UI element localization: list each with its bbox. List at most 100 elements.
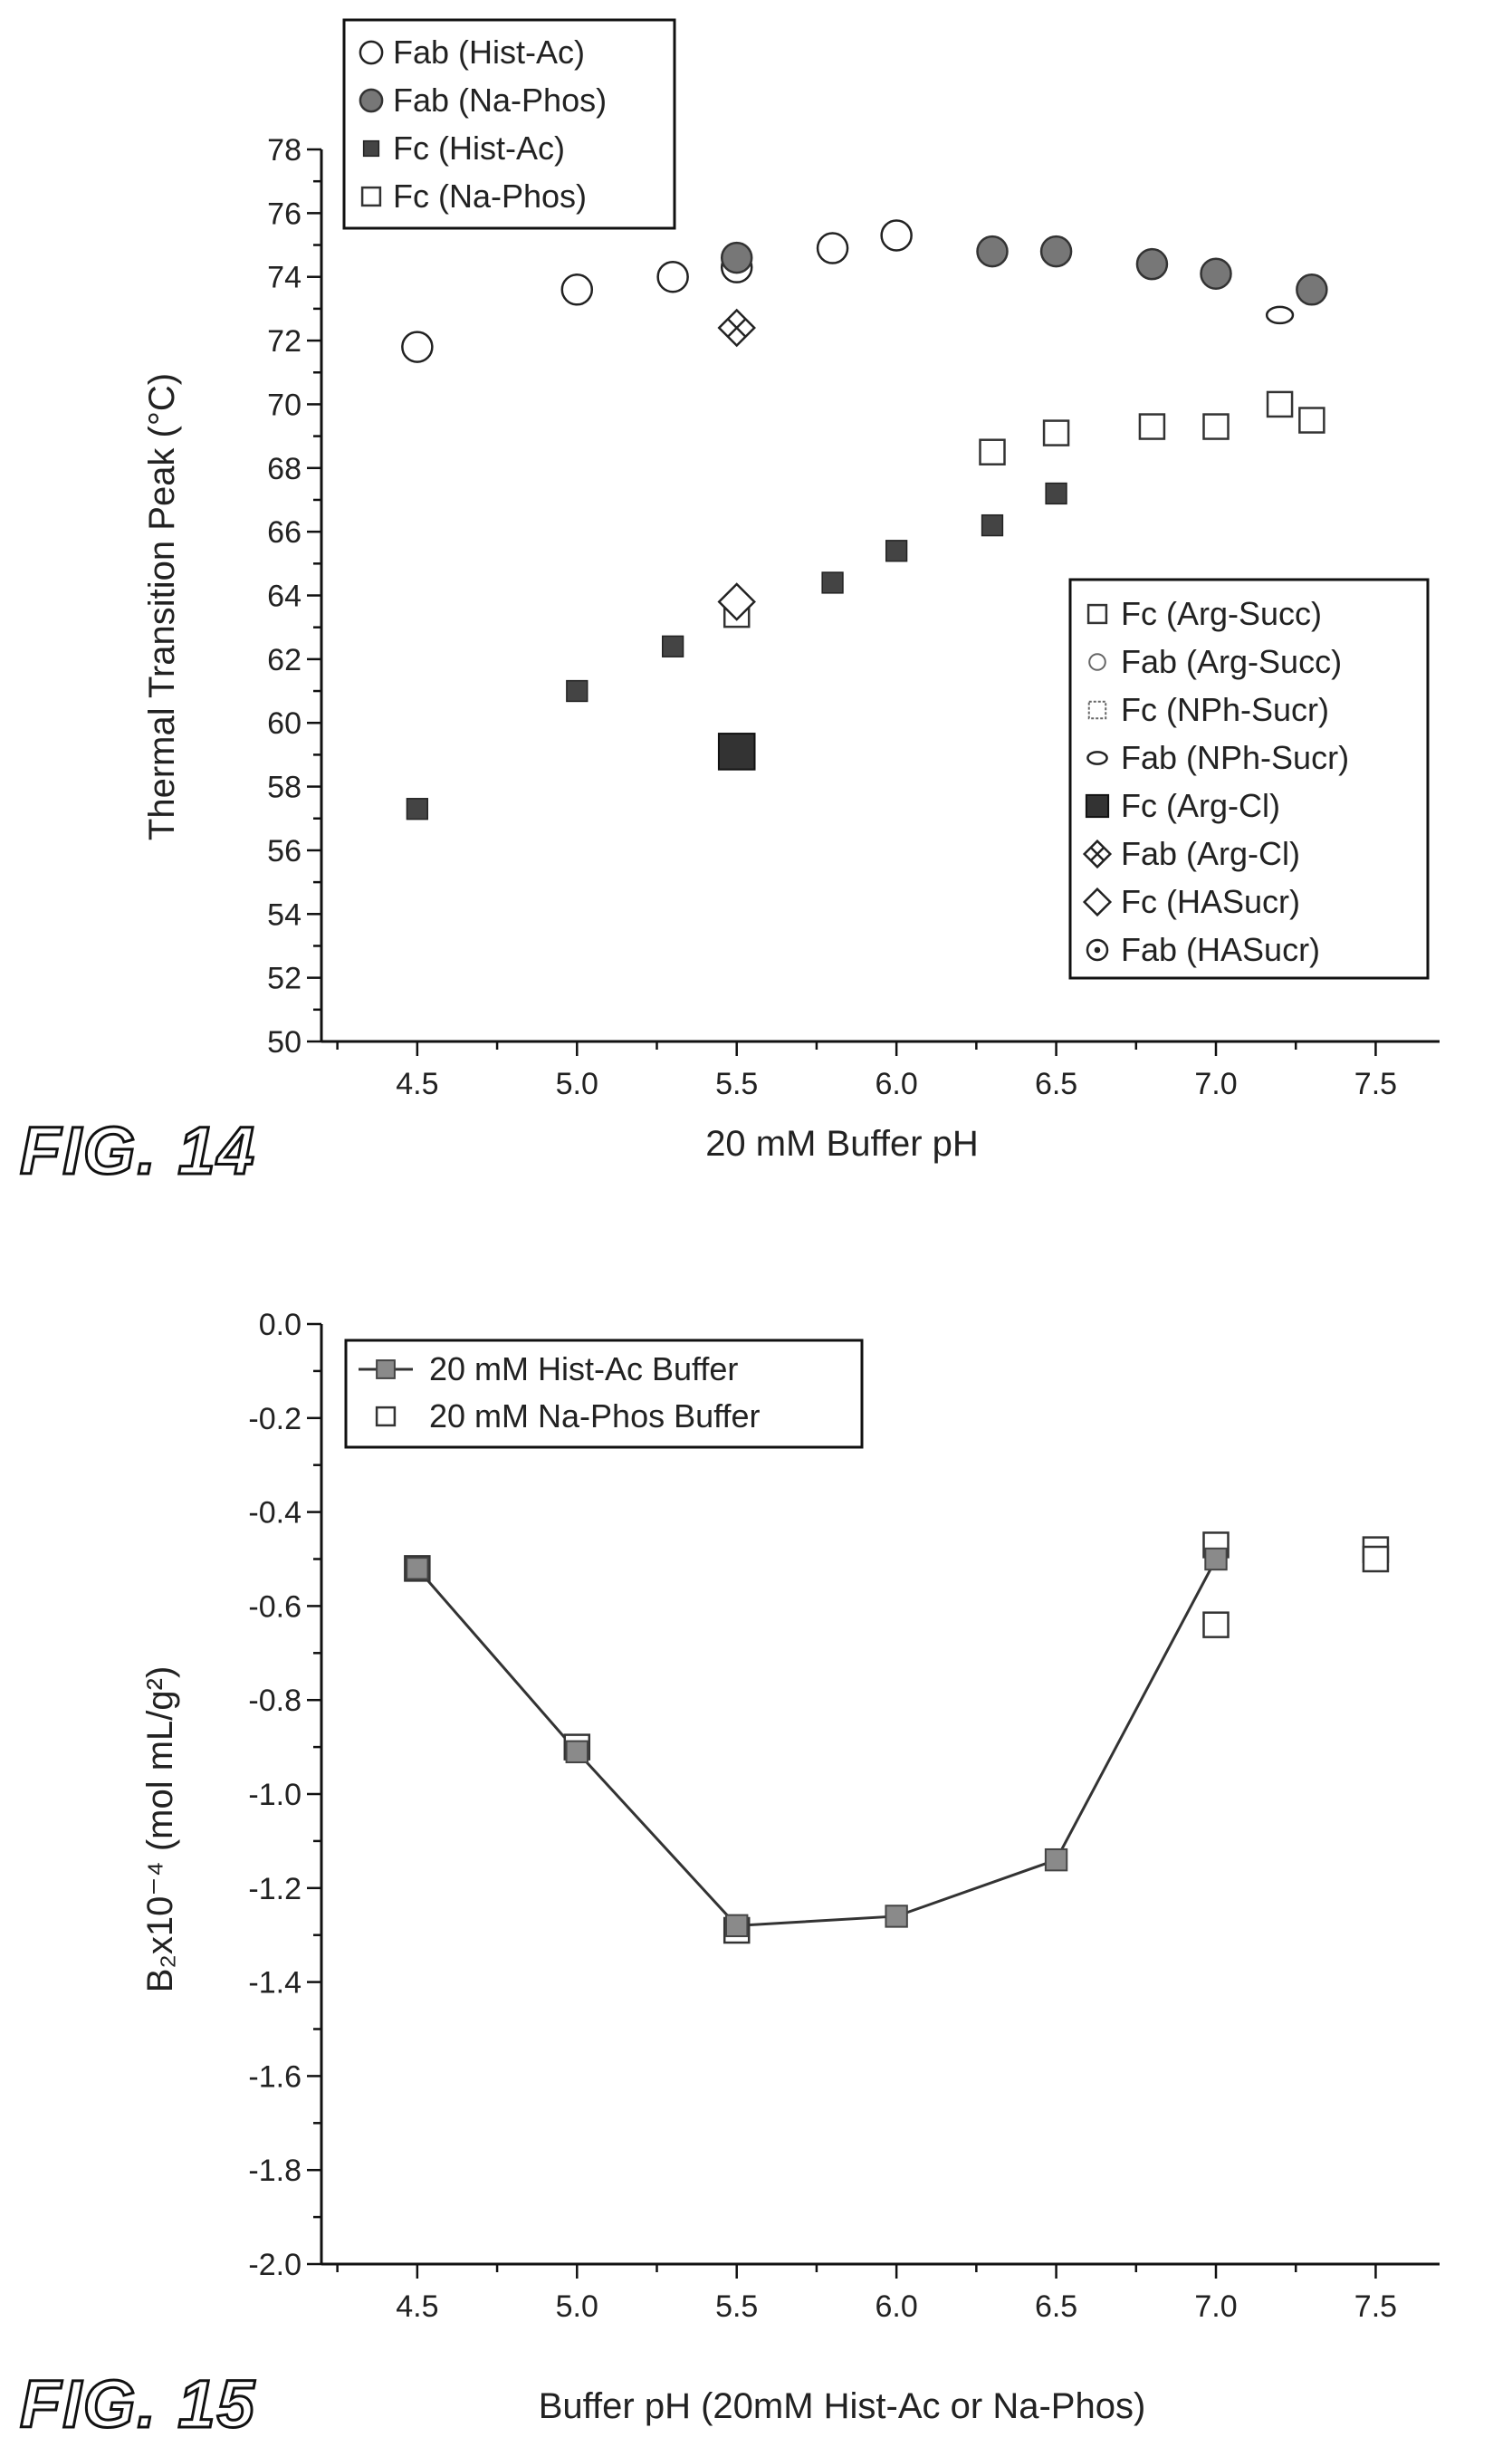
fig14-legend-item-fc-hist-ac: Fc (Hist-Ac) bbox=[362, 130, 565, 167]
fig14-legend-marker bbox=[359, 40, 384, 65]
fig14-y-tick-label: 60 bbox=[267, 706, 301, 741]
fig15-point bbox=[1204, 1547, 1228, 1571]
fig14-series-fab-nph-sucr bbox=[1265, 305, 1295, 325]
fig14-legend-item-fc-na-phos: Fc (Na-Phos) bbox=[360, 178, 587, 215]
fig14-legend-item-fc-arg-succ: Fc (Arg-Succ) bbox=[1086, 595, 1322, 632]
fig14-legend-item-fab-arg-cl: Fab (Arg-Cl) bbox=[1082, 835, 1300, 872]
fig14-series-fab-hist-ac bbox=[401, 219, 913, 363]
fig14-legend-marker bbox=[1086, 938, 1109, 962]
fig14-point bbox=[1045, 482, 1067, 505]
fig14-legend-label: Fab (Arg-Succ) bbox=[1121, 643, 1342, 680]
fig14-point bbox=[401, 331, 434, 363]
fig14-chart-svg: 4.5 5.0 5.5 6.0 6.5 7.0 7.5 50 52 54 56 58 60 62 64 66 6… bbox=[19, 18, 1440, 1190]
fig15-series-line-20-mm-hist-ac-buffer bbox=[416, 1558, 1218, 1927]
fig14-legend-marker bbox=[1082, 839, 1113, 869]
fig15-series-20-mm-na-phos-buffer bbox=[404, 1531, 1390, 1944]
fig14-legend-item-fc-nph-sucr: Fc (NPh-Sucr) bbox=[1087, 691, 1329, 728]
fig14-point bbox=[656, 260, 689, 293]
fig15-series-20-mm-hist-ac-buffer bbox=[406, 1547, 1228, 1938]
fig14-point bbox=[661, 635, 684, 657]
fig14-y-tick-label: 68 bbox=[267, 452, 301, 486]
fig14-series-fab-na-phos bbox=[720, 235, 1328, 306]
fig14-point bbox=[406, 798, 429, 820]
fig15-x-tick-label: 4.5 bbox=[396, 2289, 438, 2324]
figure-15: 4.5 5.0 5.5 6.0 6.5 7.0 7.5 0.0 -0.2 -0.4 -0.6 -0.8… bbox=[0, 1250, 1512, 2447]
fig14-y-tick-label: 54 bbox=[267, 897, 301, 932]
fig15-x-tick-label: 5.0 bbox=[556, 2289, 598, 2324]
fig14-point bbox=[1202, 413, 1230, 440]
fig14-y-tick-label: 56 bbox=[267, 834, 301, 868]
fig14-y-tick-label: 74 bbox=[267, 261, 301, 295]
fig14-legend-marker bbox=[1086, 603, 1108, 625]
fig15-label: FIG. 15 bbox=[20, 2366, 256, 2442]
fig14-legend-box bbox=[342, 18, 676, 230]
fig14-legend-label: Fc (Arg-Cl) bbox=[1121, 787, 1280, 824]
fig15-point bbox=[565, 1740, 589, 1763]
fig15-point bbox=[885, 1905, 908, 1928]
fig14-point bbox=[821, 571, 844, 594]
fig14-y-tick-label: 78 bbox=[267, 133, 301, 168]
fig14-y-tick-label: 58 bbox=[267, 771, 301, 805]
fig14-legend-label: Fc (NPh-Sucr) bbox=[1121, 691, 1329, 728]
fig14-x-tick-label: 7.5 bbox=[1354, 1067, 1397, 1101]
fig15-y-tick-label: -0.2 bbox=[248, 1402, 301, 1436]
fig14-x-tick-label: 6.0 bbox=[876, 1067, 918, 1101]
fig14-point bbox=[816, 232, 849, 264]
fig15-legend-label: 20 mM Na-Phos Buffer bbox=[429, 1397, 760, 1435]
fig14-y-tick-label: 50 bbox=[267, 1025, 301, 1060]
fig15-x-tick-label: 6.5 bbox=[1035, 2289, 1077, 2324]
fig14-legend-marker bbox=[1088, 653, 1106, 671]
fig14-legend-marker bbox=[360, 186, 382, 207]
fig14-series-fc-arg-succ bbox=[1266, 390, 1294, 418]
fig14-legend-marker bbox=[359, 88, 384, 113]
fig14-point bbox=[885, 540, 908, 562]
fig14-legend-label: Fab (Arg-Cl) bbox=[1121, 835, 1300, 872]
fig14-point bbox=[979, 438, 1006, 465]
fig15-y-tick-label: -2.0 bbox=[248, 2248, 301, 2282]
fig14-point bbox=[1265, 305, 1295, 325]
fig15-y-tick-label: -1.6 bbox=[248, 2059, 301, 2094]
fig14-legend-item-fab-nph-sucr: Fab (NPh-Sucr) bbox=[1086, 739, 1349, 776]
fig14-legend-marker bbox=[1085, 793, 1110, 819]
fig14-legend-label: Fab (Na-Phos) bbox=[393, 82, 607, 119]
fig14-legend-marker bbox=[1086, 751, 1108, 765]
fig15-point bbox=[1362, 1545, 1390, 1573]
fig14-legend-item-fab-na-phos: Fab (Na-Phos) bbox=[359, 82, 607, 119]
fig15-legend-marker bbox=[376, 1359, 396, 1379]
fig14-legend-label: Fc (Na-Phos) bbox=[393, 178, 587, 215]
fig14-point bbox=[1135, 247, 1169, 281]
fig14-x-tick-label: 7.0 bbox=[1194, 1067, 1237, 1101]
fig15-x-tick-label: 6.0 bbox=[876, 2289, 918, 2324]
fig15-y-tick-label: -0.6 bbox=[248, 1589, 301, 1624]
fig14-legend-label: Fc (Hist-Ac) bbox=[393, 130, 565, 167]
fig14-legend-item-fc-hasucr: Fc (HASucr) bbox=[1082, 883, 1300, 920]
fig14-y-tick-label: 62 bbox=[267, 643, 301, 677]
fig14-point bbox=[717, 308, 756, 348]
fig14-legend-marker bbox=[362, 139, 380, 158]
fig14-legend-label: Fab (Hist-Ac) bbox=[393, 34, 585, 71]
fig15-x-tick-label: 7.5 bbox=[1354, 2289, 1397, 2324]
fig15-point bbox=[406, 1557, 429, 1580]
fig15-legend-marker bbox=[375, 1406, 397, 1427]
fig14-x-axis-title: 20 mM Buffer pH bbox=[705, 1124, 979, 1164]
fig15-legend-item-20-mm-na-phos-buffer: 20 mM Na-Phos Buffer bbox=[375, 1397, 760, 1435]
fig14-y-tick-label: 72 bbox=[267, 324, 301, 359]
fig14-point bbox=[717, 582, 756, 621]
fig14-legend-label: Fab (NPh-Sucr) bbox=[1121, 739, 1349, 776]
fig14-series-fc-hist-ac bbox=[406, 482, 1067, 820]
fig15-y-tick-label: -0.4 bbox=[248, 1496, 301, 1531]
fig14-point bbox=[1138, 413, 1166, 440]
fig14-x-tick-label: 5.0 bbox=[556, 1067, 598, 1101]
fig14-x-tick-label: 4.5 bbox=[396, 1067, 438, 1101]
fig15-x-axis-title: Buffer pH (20mM Hist-Ac or Na-Phos) bbox=[539, 2386, 1146, 2426]
fig15-y-axis-title: B₂x10⁻⁴ (mol mL/g²) bbox=[140, 1666, 180, 1993]
fig14-point bbox=[880, 219, 913, 252]
fig15-y-tick-label: -1.8 bbox=[248, 2154, 301, 2188]
fig14-series-fc-arg-cl bbox=[717, 733, 756, 771]
fig14-y-axis-title: Thermal Transition Peak (°C) bbox=[142, 373, 182, 840]
fig15-point bbox=[725, 1914, 749, 1938]
fig14-point bbox=[720, 241, 753, 274]
fig15-x-tick-label: 5.5 bbox=[715, 2289, 758, 2324]
fig15-legend-item-20-mm-hist-ac-buffer: 20 mM Hist-Ac Buffer bbox=[359, 1350, 738, 1387]
fig14-x-tick-label: 5.5 bbox=[715, 1067, 758, 1101]
